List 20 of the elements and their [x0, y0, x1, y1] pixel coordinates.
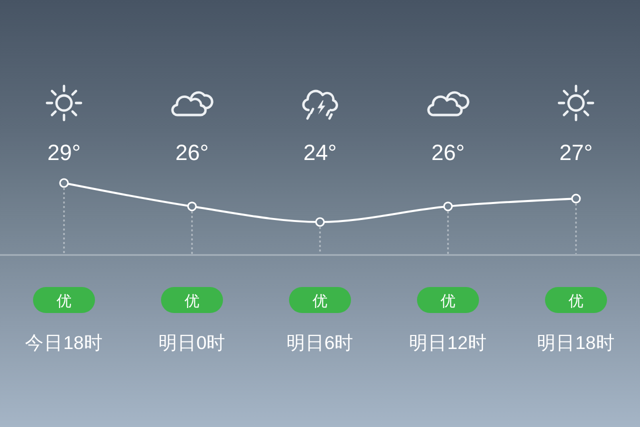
x-tick-label: 今日18时: [25, 332, 103, 354]
data-label: 29°: [47, 140, 81, 165]
data-label: 26°: [431, 140, 465, 165]
text: 优: [184, 293, 200, 310]
x-tick-label: 明日0时: [158, 332, 226, 354]
x-tick-label: 明日6时: [286, 332, 354, 354]
data-label: 26°: [175, 140, 209, 165]
point: [187, 202, 197, 212]
text: 优: [568, 293, 584, 310]
x-tick-label: 明日18时: [537, 332, 615, 354]
x-tick-label: 明日12时: [409, 332, 487, 354]
data-label: 24°: [303, 140, 337, 165]
data-label: 27°: [559, 140, 593, 165]
text: 优: [312, 293, 328, 310]
point: [59, 178, 69, 188]
text: 优: [56, 293, 72, 310]
point: [571, 194, 581, 204]
text: 优: [440, 293, 456, 310]
point: [443, 202, 453, 212]
point: [315, 217, 325, 227]
